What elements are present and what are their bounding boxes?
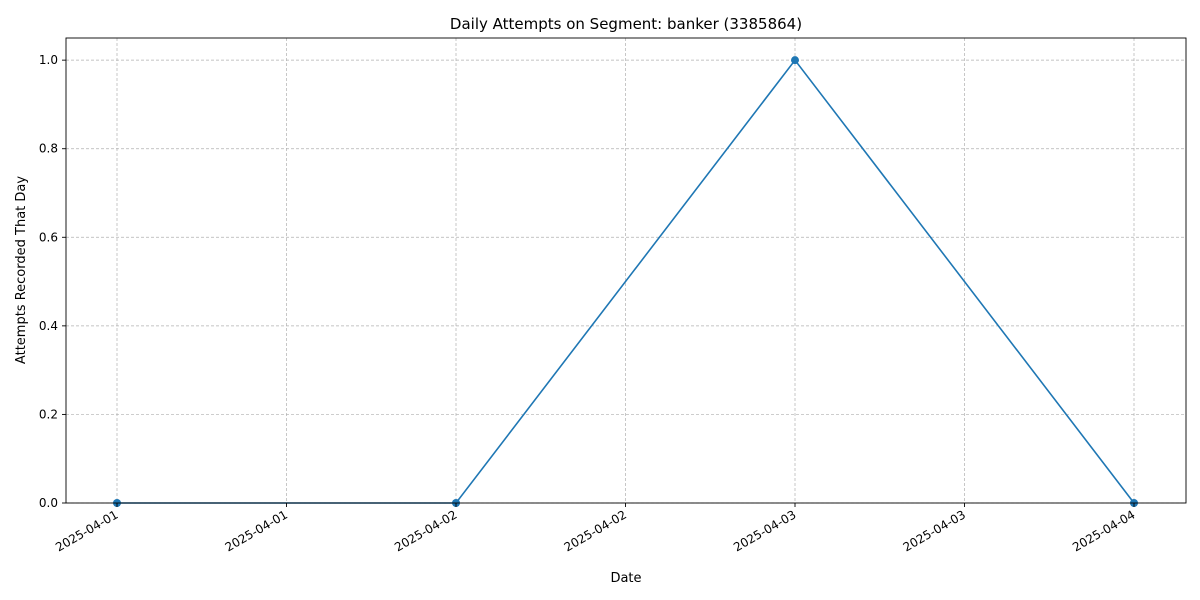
chart-title: Daily Attempts on Segment: banker (33858… xyxy=(450,15,802,33)
plot-frame-rect xyxy=(65,37,1187,504)
x-tick-label: 2025-04-02 xyxy=(392,507,459,554)
x-tick-label: 2025-04-04 xyxy=(1070,507,1137,554)
tick-layer: 0.0 0.2 0.4 0.6 0.8 1.0 2025-04-01 2025-04-01 20… xyxy=(39,53,1138,554)
data-point xyxy=(791,56,799,65)
y-axis-title: Attempts Recorded That Day xyxy=(14,176,29,364)
y-tick-label: 0.0 xyxy=(39,496,58,510)
y-tick-label: 0.8 xyxy=(39,142,58,156)
y-tick-label: 0.2 xyxy=(39,407,58,421)
y-tick-label: 1.0 xyxy=(39,53,58,67)
grid-layer xyxy=(66,38,1186,504)
x-tick-label: 2025-04-01 xyxy=(223,507,290,554)
plot-frame xyxy=(65,37,1187,504)
y-tick-label: 0.6 xyxy=(39,230,58,244)
x-tick-label: 2025-04-03 xyxy=(901,507,968,554)
x-tick-label: 2025-04-02 xyxy=(562,507,629,554)
x-axis-title: Date xyxy=(610,571,641,586)
x-tick-label: 2025-04-03 xyxy=(731,507,798,554)
y-tick-label: 0.4 xyxy=(39,319,58,333)
x-tick-label: 2025-04-01 xyxy=(53,507,120,554)
series-line xyxy=(117,58,1135,504)
